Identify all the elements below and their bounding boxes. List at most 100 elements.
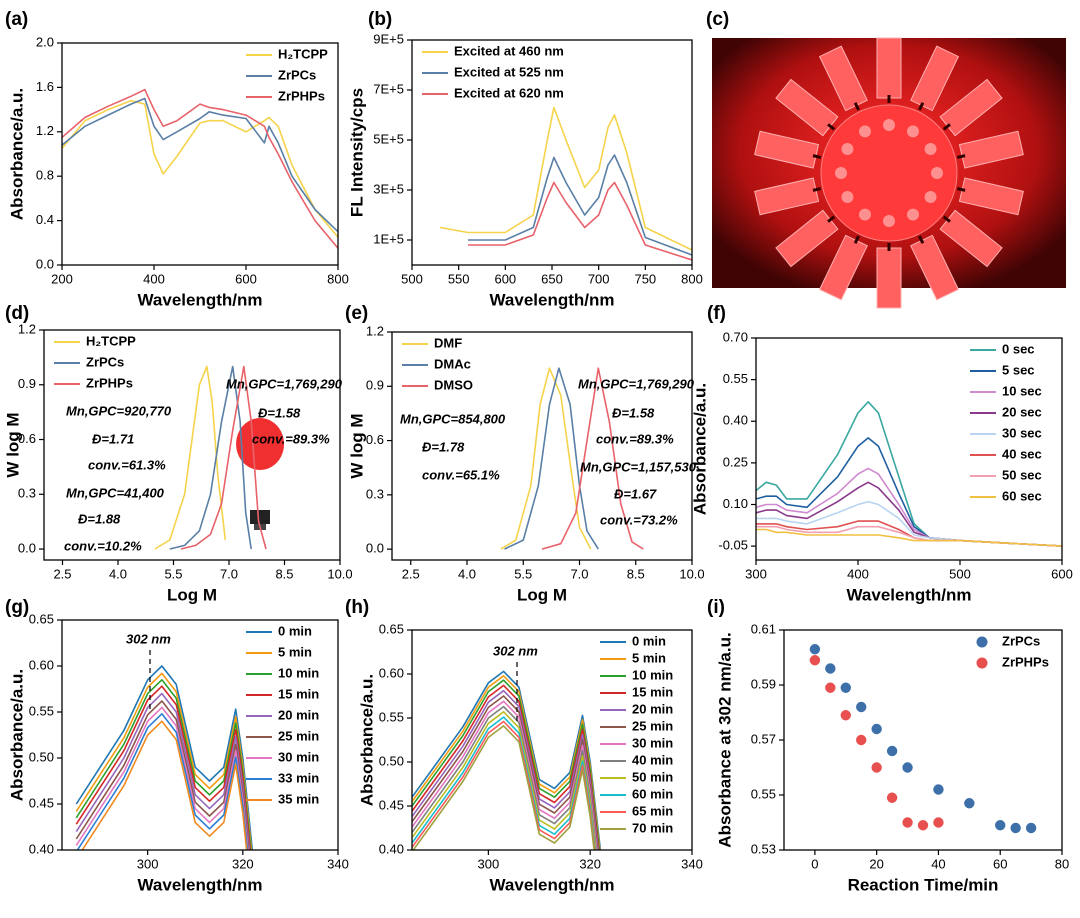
y-tick-label: 0.59 — [751, 676, 776, 691]
series-line — [412, 711, 597, 850]
point — [809, 643, 821, 656]
panel-label: (a) — [5, 9, 28, 30]
annotation: Đ=1.58 — [612, 405, 655, 420]
y-tick-label: 0.70 — [723, 329, 748, 344]
x-tick-label: 2.5 — [402, 566, 420, 581]
led-dot — [924, 143, 937, 155]
y-tick-label: 0.50 — [29, 749, 54, 764]
x-axis-title: Wavelength/nm — [847, 585, 972, 604]
x-tick-label: 4.0 — [109, 566, 127, 581]
led-dot — [841, 143, 854, 155]
x-tick-label: 8.5 — [275, 566, 293, 581]
legend-label: 40 min — [632, 752, 673, 767]
annotation: conv.=89.3% — [252, 431, 330, 446]
plot-area — [439, 106, 692, 261]
legend-swatch — [976, 636, 988, 648]
y-tick-label: 0.65 — [379, 621, 404, 636]
y-tick-label: 0.0 — [36, 256, 54, 271]
annotation: Mn,GPC=1,157,530 — [580, 459, 697, 474]
plot-frame — [61, 42, 339, 266]
led-dot — [859, 208, 871, 221]
wire — [812, 154, 822, 159]
legend-label: 35 min — [278, 791, 319, 806]
x-tick-label: 300 — [137, 856, 159, 871]
legend-label: 15 min — [278, 686, 319, 701]
annotation: conv.=10.2% — [64, 538, 142, 553]
led-dot — [907, 125, 919, 138]
y-tick-label: 7E+5 — [373, 81, 404, 96]
legend-label: 15 min — [632, 684, 673, 699]
y-tick-label: 5E+5 — [373, 131, 404, 146]
y-tick-label: 0.4 — [36, 212, 54, 227]
legend-label: Excited at 620 nm — [454, 85, 564, 100]
led-strip — [876, 247, 902, 309]
series-line — [412, 679, 601, 850]
legend-label: 50 min — [632, 769, 673, 784]
annotation: Đ=1.88 — [78, 511, 121, 526]
y-tick-label: 0.60 — [379, 665, 404, 680]
series-line — [468, 181, 692, 261]
panel-label: (g) — [5, 597, 29, 618]
series-line — [468, 154, 692, 256]
y-tick-label: 0.40 — [29, 841, 54, 856]
legend-label: ZrPCs — [1002, 633, 1040, 648]
legend-label: 5 sec — [1002, 362, 1035, 377]
x-tick-label: 320 — [232, 856, 254, 871]
y-tick-label: 0.65 — [29, 611, 54, 626]
point — [886, 791, 898, 804]
point — [839, 681, 852, 694]
legend-label: 65 min — [632, 803, 673, 818]
x-tick-label: 2.5 — [53, 566, 71, 581]
x-tick-label: 4.0 — [458, 566, 476, 581]
y-tick-label: 0.0 — [366, 541, 384, 556]
legend-label: 10 sec — [1002, 383, 1042, 398]
y-tick-label: 0.6 — [366, 432, 384, 447]
legend-label: H₂TCPP — [278, 46, 328, 61]
y-tick-label: 0.55 — [723, 371, 748, 386]
photo — [712, 37, 1066, 309]
series-line — [412, 695, 599, 850]
series-line — [62, 99, 338, 238]
x-tick-label: 80 — [1055, 856, 1069, 871]
y-axis-title: Absorbance/a.u. — [357, 674, 376, 806]
annotation: Đ=1.78 — [422, 439, 465, 454]
y-tick-label: 0.9 — [18, 376, 36, 391]
y-axis-title: Absorbance/a.u. — [7, 669, 26, 801]
legend-label: Excited at 525 nm — [454, 64, 564, 79]
annotation: Mn,GPC=41,400 — [66, 485, 165, 500]
legend-swatch — [976, 657, 988, 669]
point — [1009, 822, 1022, 834]
x-tick-label: 10.0 — [327, 566, 352, 581]
x-tick-label: 60 — [993, 856, 1007, 871]
led-strip — [876, 37, 902, 99]
y-axis-title: W log M — [347, 413, 366, 478]
legend-label: ZrPCs — [278, 67, 316, 82]
annotation: 302 nm — [493, 643, 538, 658]
plot-frame — [411, 39, 693, 266]
bulb-glass — [236, 418, 285, 470]
series-line — [412, 705, 598, 850]
wire — [827, 215, 836, 223]
x-axis-title: Reaction Time/min — [848, 875, 999, 894]
series-line — [412, 700, 598, 850]
annotation: Đ=1.58 — [258, 405, 301, 420]
legend-label: DMSO — [434, 377, 473, 392]
legend-label: 30 min — [278, 749, 319, 764]
wire — [918, 235, 925, 244]
point — [901, 761, 914, 774]
y-tick-label: 0.25 — [723, 454, 748, 469]
panel-label: (i) — [707, 597, 725, 618]
y-tick-label: 0.55 — [29, 703, 54, 718]
x-tick-label: 550 — [448, 271, 470, 286]
center-plate — [820, 104, 958, 242]
y-tick-label: 3E+5 — [373, 181, 404, 196]
y-tick-label: 0.3 — [18, 486, 36, 501]
series-line — [62, 97, 338, 233]
series-line — [412, 716, 596, 850]
series-line — [169, 365, 252, 550]
wire — [918, 102, 925, 111]
point — [839, 709, 852, 722]
x-tick-label: 300 — [478, 856, 500, 871]
legend-label: 10 min — [632, 667, 673, 682]
panel-label: (d) — [5, 303, 29, 324]
